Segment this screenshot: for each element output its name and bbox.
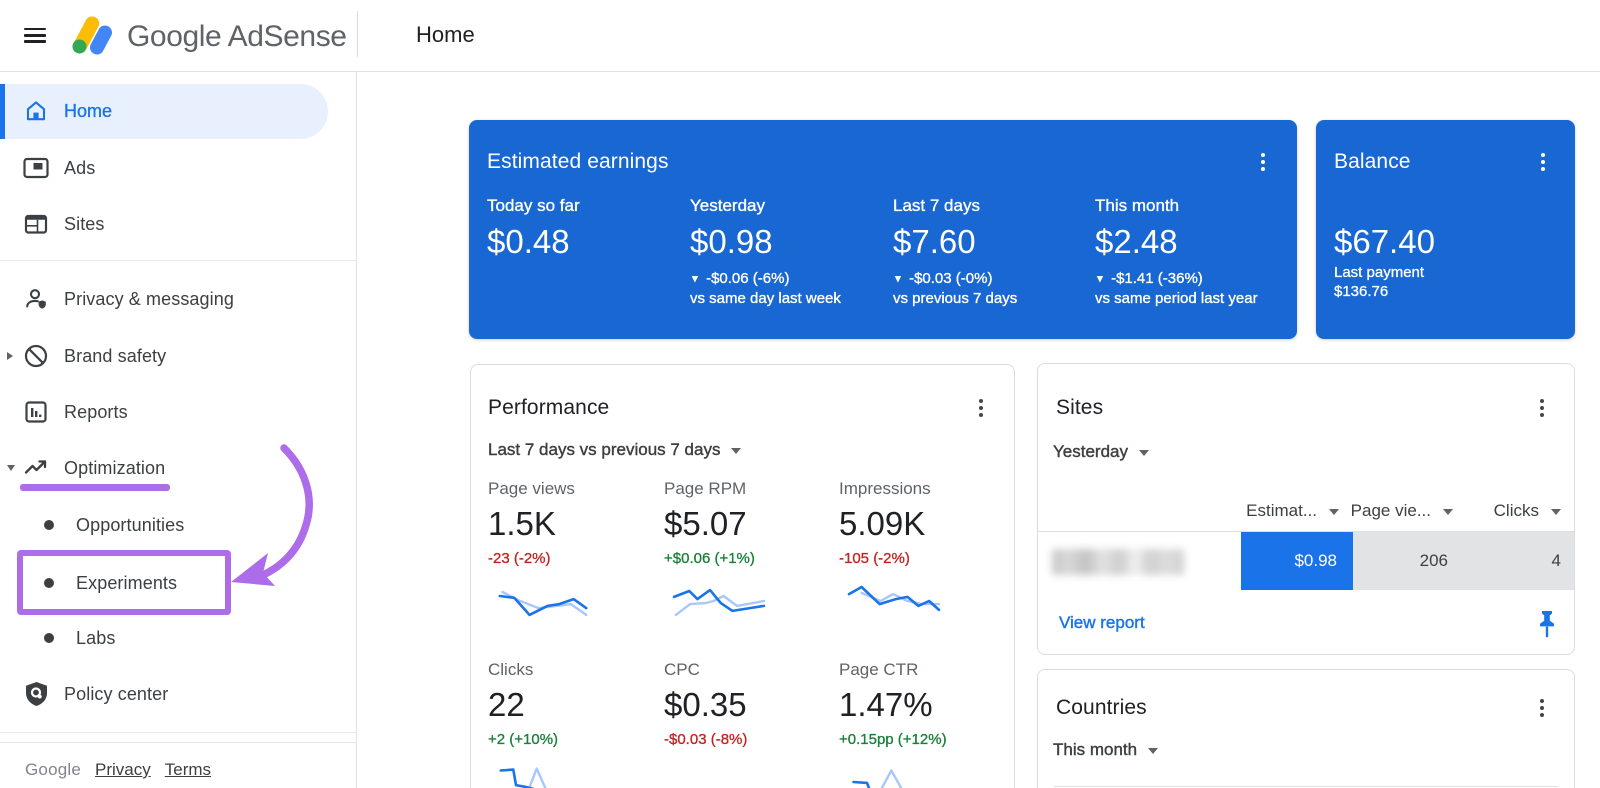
sites-more-options-icon[interactable] <box>1530 396 1554 420</box>
sidebar-item-experiments[interactable]: Experiments <box>0 555 357 611</box>
down-arrow-icon: ▼ <box>1095 274 1105 285</box>
sidebar-item-home[interactable]: Home <box>0 83 357 139</box>
performance-period-dropdown[interactable]: Last 7 days vs previous 7 days <box>488 440 742 460</box>
last-payment-label: Last payment <box>1334 264 1425 281</box>
dropdown-arrow-icon <box>1148 748 1159 754</box>
sites-icon <box>23 211 49 237</box>
sidebar-divider <box>0 260 357 261</box>
sites-column-clicks[interactable]: Clicks <box>1461 492 1574 530</box>
privacy-messaging-icon <box>23 286 49 312</box>
bullet-icon <box>44 633 54 643</box>
dropdown-arrow-icon <box>731 448 742 454</box>
sidebar-item-sites[interactable]: Sites <box>0 196 357 252</box>
site-clicks-cell: 4 <box>1461 532 1574 590</box>
pin-icon[interactable] <box>1538 610 1556 640</box>
balance-value: $67.40 <box>1334 223 1435 260</box>
kpi-page-rpm: Page RPM $5.07 +$0.06 (+1%) <box>664 479 834 654</box>
sidebar-nav: Home Ads Sites Privacy & messaging <box>0 72 357 788</box>
sort-arrow-icon <box>1551 509 1561 515</box>
sites-column-page-views[interactable]: Page vie... <box>1351 492 1461 530</box>
balance-card: Balance $67.40 Last payment $136.76 <box>1316 120 1575 339</box>
sites-column-name <box>1038 492 1241 530</box>
kpi-page-ctr: Page CTR 1.47% +0.15pp (+12%) <box>839 660 1009 788</box>
chevron-down-icon[interactable] <box>7 463 15 473</box>
menu-icon[interactable] <box>24 28 46 43</box>
top-app-bar: Google AdSense Home <box>0 0 1600 72</box>
footer-privacy-link[interactable]: Privacy <box>95 760 151 779</box>
topbar-divider <box>357 11 358 57</box>
down-arrow-icon: ▼ <box>690 274 700 285</box>
clicks-sparkline <box>498 767 588 788</box>
ads-icon <box>23 155 49 181</box>
purple-box-annotation <box>17 550 231 615</box>
adsense-logo[interactable]: Google AdSense <box>70 8 347 64</box>
kpi-clicks: Clicks 22 +2 (+10%) <box>488 660 658 788</box>
bullet-icon <box>44 578 54 588</box>
sidebar-item-ads[interactable]: Ads <box>0 140 357 196</box>
countries-card: Countries This month <box>1037 669 1575 788</box>
purple-underline-annotation <box>20 484 170 491</box>
sidebar-item-privacy-messaging[interactable]: Privacy & messaging <box>0 271 357 327</box>
sidebar-footer: Google Privacy Terms <box>25 760 211 780</box>
cpc-sparkline <box>674 768 764 788</box>
adsense-logo-icon <box>70 11 118 61</box>
down-arrow-icon: ▼ <box>893 274 903 285</box>
kpi-cpc: CPC $0.35 -$0.03 (-8%) <box>664 660 834 788</box>
estimated-earnings-card: Estimated earnings Today so far $0.48 Ye… <box>469 120 1297 339</box>
impressions-sparkline <box>847 585 941 618</box>
footer-terms-link[interactable]: Terms <box>164 760 212 779</box>
performance-card: Performance Last 7 days vs previous 7 da… <box>470 364 1015 788</box>
footer-google-label: Google <box>25 760 82 779</box>
sidebar-footer-divider <box>0 742 357 743</box>
view-report-link[interactable]: View report <box>1059 613 1145 632</box>
kpi-page-views: Page views 1.5K -23 (-2%) <box>488 479 658 654</box>
sidebar-item-opportunities[interactable]: Opportunities <box>0 497 357 553</box>
performance-card-title: Performance <box>488 396 610 419</box>
sites-table-divider <box>1038 531 1574 532</box>
sites-column-earnings[interactable]: Estimat... <box>1241 492 1353 530</box>
countries-more-options-icon[interactable] <box>1530 696 1554 720</box>
bullet-icon <box>44 520 54 530</box>
sidebar-item-optimization[interactable]: Optimization <box>0 440 357 496</box>
optimization-icon <box>23 455 49 481</box>
logo-wordmark: Google AdSense <box>127 20 347 53</box>
balance-more-options-icon[interactable] <box>1531 150 1555 174</box>
sort-arrow-icon <box>1443 509 1453 515</box>
earnings-card-title: Estimated earnings <box>487 150 669 173</box>
site-name-redacted <box>1038 532 1241 590</box>
sites-period-dropdown[interactable]: Yesterday <box>1053 442 1149 462</box>
countries-period-dropdown[interactable]: This month <box>1053 740 1159 760</box>
home-icon <box>23 98 49 124</box>
sites-table-row[interactable]: $0.98 206 4 <box>1038 532 1574 590</box>
sidebar-item-brand-safety[interactable]: Brand safety <box>0 328 357 384</box>
page-rpm-sparkline <box>672 587 766 618</box>
page-title: Home <box>416 22 475 47</box>
balance-card-title: Balance <box>1334 150 1411 173</box>
policy-center-icon <box>23 681 49 707</box>
chevron-right-icon[interactable] <box>7 351 15 361</box>
performance-more-options-icon[interactable] <box>969 396 993 420</box>
sidebar-item-labs[interactable]: Labs <box>0 610 357 666</box>
brand-safety-icon <box>23 343 49 369</box>
countries-card-title: Countries <box>1056 696 1147 719</box>
earnings-more-options-icon[interactable] <box>1251 150 1275 174</box>
sites-card-title: Sites <box>1056 396 1104 419</box>
sidebar-item-policy-center[interactable]: Policy center <box>0 666 357 722</box>
sidebar-active-pill <box>0 84 328 139</box>
sites-table-header: Estimat... Page vie... Clicks <box>1038 492 1574 530</box>
reports-icon <box>23 399 49 425</box>
page-views-sparkline <box>498 587 588 618</box>
sites-card: Sites Yesterday Estimat... Page vie... C… <box>1037 363 1575 655</box>
site-earnings-cell: $0.98 <box>1241 532 1353 590</box>
sidebar-item-reports[interactable]: Reports <box>0 384 357 440</box>
sidebar-divider-bottom <box>0 732 357 733</box>
last-payment-value: $136.76 <box>1334 283 1389 300</box>
sort-arrow-icon <box>1329 509 1339 515</box>
dropdown-arrow-icon <box>1138 450 1149 456</box>
countries-table-divider <box>1054 786 1558 787</box>
site-page-views-cell: 206 <box>1353 532 1461 590</box>
kpi-impressions: Impressions 5.09K -105 (-2%) <box>839 479 1009 654</box>
page-ctr-sparkline <box>849 768 939 788</box>
